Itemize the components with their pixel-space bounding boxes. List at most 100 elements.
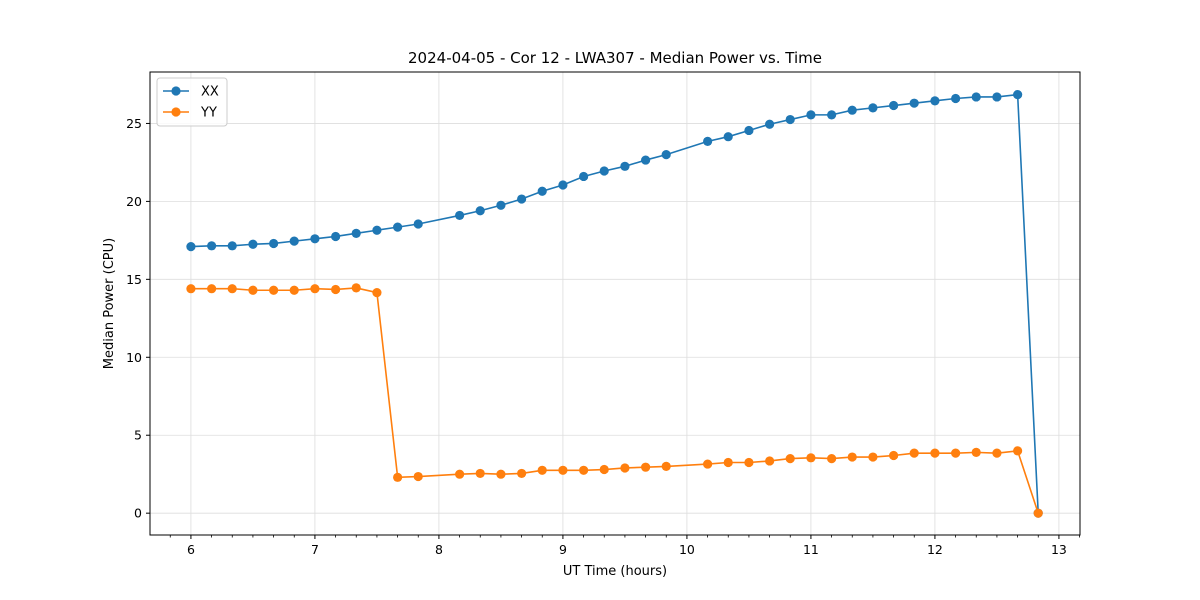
- data-point-xx: [744, 125, 754, 136]
- data-point-xx: [248, 239, 258, 249]
- x-tick-label: 7: [311, 542, 319, 557]
- legend-label: XX: [201, 85, 219, 100]
- data-point-yy: [496, 469, 506, 479]
- data-point-xx: [703, 136, 713, 146]
- data-point-yy: [641, 462, 651, 472]
- data-point-xx: [847, 105, 857, 115]
- data-point-xx: [909, 98, 919, 108]
- data-point-yy: [413, 471, 423, 482]
- legend-label: YY: [200, 106, 217, 121]
- y-tick-label: 5: [134, 428, 142, 443]
- data-point-yy: [827, 454, 837, 464]
- legend-marker: [171, 107, 181, 117]
- data-point-xx: [269, 238, 279, 249]
- series-xx: [186, 90, 1043, 518]
- data-point-xx: [558, 180, 568, 190]
- data-point-yy: [951, 448, 961, 458]
- x-tick-label: 6: [187, 542, 195, 557]
- data-point-yy: [661, 461, 671, 472]
- data-point-yy: [703, 459, 713, 469]
- data-point-xx: [537, 186, 547, 196]
- y-tick-label: 10: [126, 350, 142, 365]
- x-tick-label: 13: [1051, 542, 1067, 557]
- data-point-xx: [620, 161, 630, 171]
- data-point-yy: [269, 285, 279, 295]
- data-point-xx: [951, 93, 961, 104]
- data-point-xx: [496, 200, 506, 210]
- data-point-yy: [909, 448, 919, 458]
- data-point-xx: [579, 171, 589, 182]
- grid-layer: [150, 72, 1080, 535]
- data-point-yy: [227, 284, 237, 294]
- y-tick-label: 20: [126, 194, 142, 209]
- data-point-xx: [310, 234, 320, 244]
- data-point-yy: [207, 284, 217, 294]
- legend-entry-xx: XX: [163, 85, 219, 100]
- x-tick-label: 12: [927, 542, 943, 557]
- data-point-yy: [765, 456, 775, 466]
- data-point-xx: [393, 222, 403, 232]
- legend-entry-yy: YY: [163, 106, 217, 121]
- data-point-xx: [806, 110, 816, 120]
- data-point-xx: [992, 92, 1002, 102]
- data-point-xx: [186, 241, 196, 252]
- data-point-xx: [868, 103, 878, 113]
- data-point-yy: [186, 284, 196, 294]
- plot-frame: [149, 71, 1081, 536]
- data-point-xx: [785, 114, 795, 125]
- data-point-yy: [537, 465, 547, 475]
- chart-title: 2024-04-05 - Cor 12 - LWA307 - Median Po…: [408, 49, 822, 67]
- data-point-yy: [992, 448, 1002, 458]
- data-point-yy: [517, 468, 527, 479]
- data-point-xx: [641, 155, 651, 165]
- y-axis-label: Median Power (CPU): [102, 238, 117, 369]
- legend-marker: [171, 86, 181, 96]
- data-point-xx: [413, 219, 423, 229]
- data-point-yy: [475, 468, 485, 479]
- data-point-xx: [661, 150, 671, 160]
- series-line-yy: [190, 287, 1039, 514]
- data-point-xx: [827, 110, 837, 120]
- series-line-xx: [190, 93, 1040, 514]
- data-point-yy: [455, 469, 465, 479]
- data-point-xx: [765, 119, 775, 129]
- data-point-yy: [351, 283, 361, 293]
- data-point-xx: [331, 231, 341, 242]
- data-point-yy: [868, 452, 878, 462]
- data-point-xx: [930, 96, 940, 106]
- legend: XX YY: [156, 77, 228, 127]
- data-point-yy: [620, 463, 630, 473]
- data-point-yy: [289, 285, 299, 295]
- data-point-yy: [1033, 508, 1043, 518]
- x-axis-label: UT Time (hours): [563, 564, 667, 579]
- y-tick-label: 15: [126, 272, 142, 287]
- data-point-xx: [1013, 90, 1023, 100]
- data-point-yy: [599, 464, 609, 475]
- y-tick-label: 25: [126, 116, 142, 131]
- data-point-xx: [289, 236, 299, 246]
- data-point-xx: [207, 241, 217, 251]
- data-point-yy: [889, 450, 899, 461]
- data-point-yy: [310, 284, 320, 294]
- data-point-yy: [806, 453, 816, 463]
- data-point-yy: [331, 284, 341, 295]
- y-tick-label: 0: [134, 506, 142, 521]
- data-point-xx: [455, 210, 465, 221]
- x-tick-label: 9: [559, 542, 567, 557]
- x-tick-label: 11: [803, 542, 819, 557]
- data-point-xx: [971, 92, 981, 102]
- data-point-yy: [785, 454, 795, 464]
- tick-layer: 6 7 8 9 10 11 12 13 0 5 10 15 20 25: [126, 116, 1080, 557]
- data-point-xx: [723, 132, 733, 142]
- data-point-yy: [971, 447, 981, 457]
- data-point-xx: [599, 166, 609, 176]
- data-point-xx: [351, 228, 361, 238]
- x-tick-label: 10: [679, 542, 695, 557]
- data-point-xx: [372, 225, 382, 235]
- data-point-xx: [517, 194, 527, 204]
- data-point-yy: [558, 465, 568, 475]
- data-point-xx: [227, 241, 237, 251]
- data-point-yy: [723, 457, 733, 468]
